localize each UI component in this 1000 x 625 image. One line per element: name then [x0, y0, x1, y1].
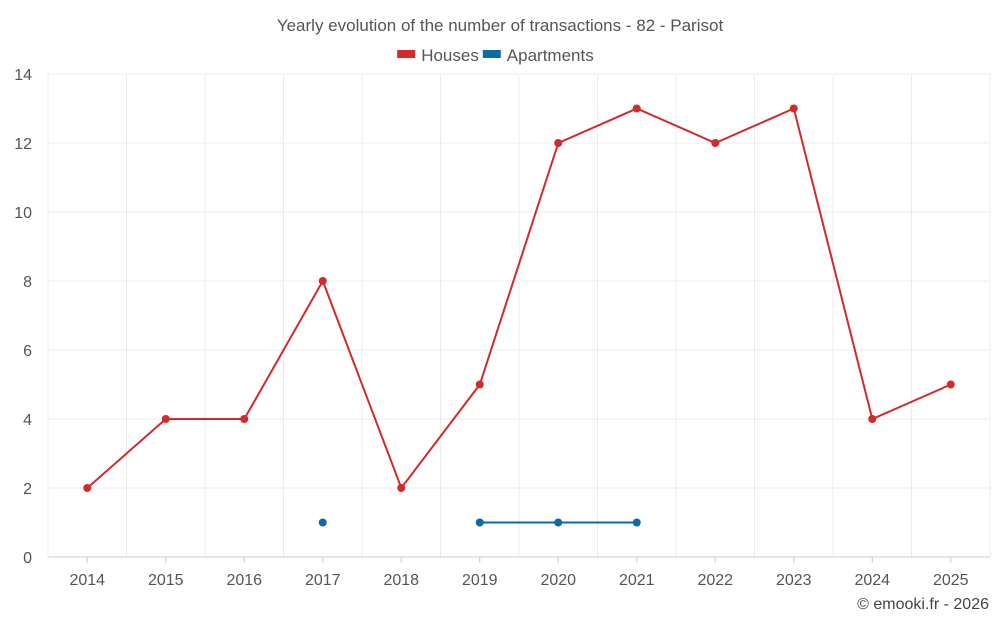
houses-point-2022[interactable]	[711, 139, 720, 147]
x-tick-label: 2019	[462, 572, 498, 589]
legend: Houses Apartments	[397, 46, 594, 65]
chart-title: Yearly evolution of the number of transa…	[277, 16, 724, 35]
x-tick-label: 2024	[854, 572, 890, 589]
grid	[47, 73, 991, 557]
houses-point-2017[interactable]	[318, 277, 327, 285]
legend-label-apartments: Apartments	[507, 46, 594, 65]
houses-point-2018[interactable]	[397, 484, 406, 492]
x-tick-label: 2018	[383, 572, 419, 589]
legend-swatch-houses	[397, 50, 416, 58]
y-tick-label: 10	[14, 205, 32, 222]
apartments-point-2020[interactable]	[554, 518, 563, 527]
series-houses	[83, 104, 955, 492]
houses-point-2025[interactable]	[946, 380, 955, 389]
houses-point-2023[interactable]	[789, 104, 798, 113]
houses-point-2014[interactable]	[83, 484, 92, 492]
houses-point-2020[interactable]	[554, 139, 563, 147]
houses-point-2021[interactable]	[632, 104, 641, 113]
houses-line	[86, 107, 952, 491]
legend-label-houses: Houses	[421, 46, 479, 65]
y-tick-label: 14	[14, 67, 32, 84]
y-tick-label: 6	[23, 343, 32, 360]
houses-point-2015[interactable]	[161, 415, 170, 423]
x-tick-label: 2025	[933, 572, 969, 589]
apartments-point-2021[interactable]	[632, 518, 641, 527]
legend-item-apartments[interactable]: Apartments	[482, 46, 594, 65]
y-tick-label: 12	[14, 136, 32, 153]
x-tick-label: 2021	[619, 572, 655, 589]
axes: 0 2 4 6 8 10 12 14 2014 2015 2016 2017 2018 2019 2020 2…	[14, 67, 990, 589]
apartments-point-2017[interactable]	[318, 518, 327, 527]
apartments-point-2019[interactable]	[475, 518, 484, 527]
x-tick-label: 2022	[697, 572, 733, 589]
credit-text: © emooki.fr - 2026	[857, 596, 989, 613]
houses-point-2019[interactable]	[475, 380, 484, 389]
x-tick-label: 2023	[776, 572, 812, 589]
y-tick-label: 0	[23, 550, 32, 567]
y-tick-label: 4	[23, 412, 32, 429]
x-tick-label: 2014	[69, 572, 105, 589]
series-layer	[83, 104, 955, 527]
x-tick-label: 2016	[226, 572, 262, 589]
y-tick-label: 8	[23, 274, 32, 291]
x-tick-label: 2017	[305, 572, 341, 589]
x-tick-label: 2020	[540, 572, 576, 589]
series-apartments	[318, 518, 641, 527]
houses-point-2016[interactable]	[240, 415, 249, 423]
y-tick-label: 2	[23, 481, 32, 498]
legend-swatch-apartments	[482, 50, 501, 58]
legend-item-houses[interactable]: Houses	[397, 46, 479, 65]
x-tick-label: 2015	[148, 572, 184, 589]
houses-point-2024[interactable]	[868, 415, 877, 423]
